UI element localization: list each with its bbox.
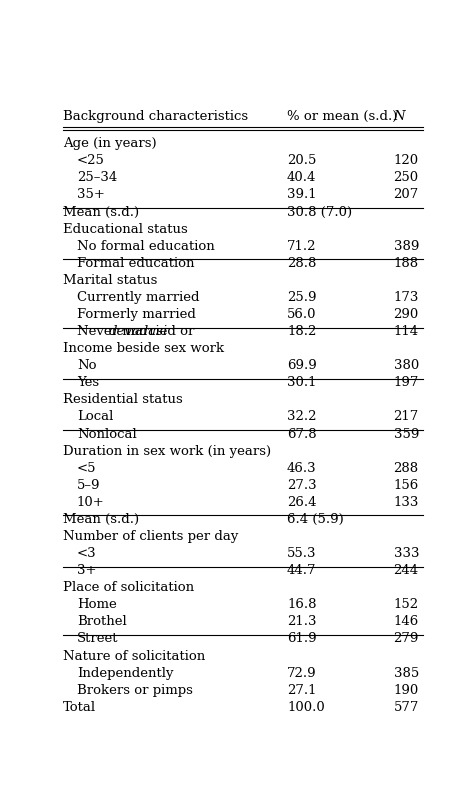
Text: Independently: Independently: [77, 667, 173, 680]
Text: 120: 120: [393, 154, 419, 167]
Text: 10+: 10+: [77, 496, 105, 508]
Text: 188: 188: [393, 257, 419, 270]
Text: Total: Total: [63, 701, 96, 714]
Text: 72.9: 72.9: [287, 667, 317, 680]
Text: Brothel: Brothel: [77, 615, 127, 628]
Text: Home: Home: [77, 598, 117, 611]
Text: Yes: Yes: [77, 376, 99, 390]
Text: 385: 385: [393, 667, 419, 680]
Text: Place of solicitation: Place of solicitation: [63, 581, 194, 594]
Text: 5–9: 5–9: [77, 478, 100, 492]
Text: Formerly married: Formerly married: [77, 308, 196, 321]
Text: 146: 146: [393, 615, 419, 628]
Text: 46.3: 46.3: [287, 462, 317, 474]
Text: devadasi: devadasi: [109, 325, 168, 338]
Text: 39.1: 39.1: [287, 188, 317, 201]
Text: 173: 173: [393, 291, 419, 304]
Text: 28.8: 28.8: [287, 257, 316, 270]
Text: 100.0: 100.0: [287, 701, 325, 714]
Text: 21.3: 21.3: [287, 615, 317, 628]
Text: Marital status: Marital status: [63, 274, 157, 287]
Text: 32.2: 32.2: [287, 410, 317, 424]
Text: Mean (s.d.): Mean (s.d.): [63, 513, 139, 526]
Text: 217: 217: [393, 410, 419, 424]
Text: 359: 359: [393, 428, 419, 440]
Text: 55.3: 55.3: [287, 547, 317, 560]
Text: 197: 197: [393, 376, 419, 390]
Text: 16.8: 16.8: [287, 598, 317, 611]
Text: 207: 207: [393, 188, 419, 201]
Text: 190: 190: [393, 683, 419, 697]
Text: Currently married: Currently married: [77, 291, 200, 304]
Text: 380: 380: [393, 360, 419, 372]
Text: 35+: 35+: [77, 188, 105, 201]
Text: 288: 288: [393, 462, 419, 474]
Text: 3+: 3+: [77, 564, 96, 577]
Text: Nonlocal: Nonlocal: [77, 428, 137, 440]
Text: 61.9: 61.9: [287, 633, 317, 645]
Text: Age (in years): Age (in years): [63, 137, 156, 150]
Text: Background characteristics: Background characteristics: [63, 110, 248, 124]
Text: 250: 250: [393, 171, 419, 185]
Text: Duration in sex work (in years): Duration in sex work (in years): [63, 444, 271, 458]
Text: 25–34: 25–34: [77, 171, 117, 185]
Text: 69.9: 69.9: [287, 360, 317, 372]
Text: 26.4: 26.4: [287, 496, 317, 508]
Text: 56.0: 56.0: [287, 308, 317, 321]
Text: 156: 156: [393, 478, 419, 492]
Text: 114: 114: [393, 325, 419, 338]
Text: Never married or: Never married or: [77, 325, 199, 338]
Text: Educational status: Educational status: [63, 223, 188, 235]
Text: 577: 577: [393, 701, 419, 714]
Text: <25: <25: [77, 154, 105, 167]
Text: 44.7: 44.7: [287, 564, 317, 577]
Text: 244: 244: [393, 564, 419, 577]
Text: Residential status: Residential status: [63, 394, 182, 406]
Text: 6.4 (5.9): 6.4 (5.9): [287, 513, 344, 526]
Text: <5: <5: [77, 462, 96, 474]
Text: 279: 279: [393, 633, 419, 645]
Text: 25.9: 25.9: [287, 291, 317, 304]
Text: 27.1: 27.1: [287, 683, 317, 697]
Text: No formal education: No formal education: [77, 240, 215, 253]
Text: 67.8: 67.8: [287, 428, 317, 440]
Text: 30.1: 30.1: [287, 376, 317, 390]
Text: Number of clients per day: Number of clients per day: [63, 530, 238, 543]
Text: 333: 333: [393, 547, 419, 560]
Text: Formal education: Formal education: [77, 257, 194, 270]
Text: 389: 389: [393, 240, 419, 253]
Text: % or mean (s.d.): % or mean (s.d.): [287, 110, 397, 124]
Text: Nature of solicitation: Nature of solicitation: [63, 649, 205, 662]
Text: Income beside sex work: Income beside sex work: [63, 342, 224, 355]
Text: <3: <3: [77, 547, 97, 560]
Text: N: N: [393, 110, 405, 124]
Text: 133: 133: [393, 496, 419, 508]
Text: 40.4: 40.4: [287, 171, 316, 185]
Text: Local: Local: [77, 410, 113, 424]
Text: 152: 152: [393, 598, 419, 611]
Text: Mean (s.d.): Mean (s.d.): [63, 206, 139, 219]
Text: 27.3: 27.3: [287, 478, 317, 492]
Text: Brokers or pimps: Brokers or pimps: [77, 683, 193, 697]
Text: 20.5: 20.5: [287, 154, 316, 167]
Text: Street: Street: [77, 633, 118, 645]
Text: 71.2: 71.2: [287, 240, 317, 253]
Text: No: No: [77, 360, 96, 372]
Text: 18.2: 18.2: [287, 325, 316, 338]
Text: 30.8 (7.0): 30.8 (7.0): [287, 206, 352, 219]
Text: 290: 290: [393, 308, 419, 321]
